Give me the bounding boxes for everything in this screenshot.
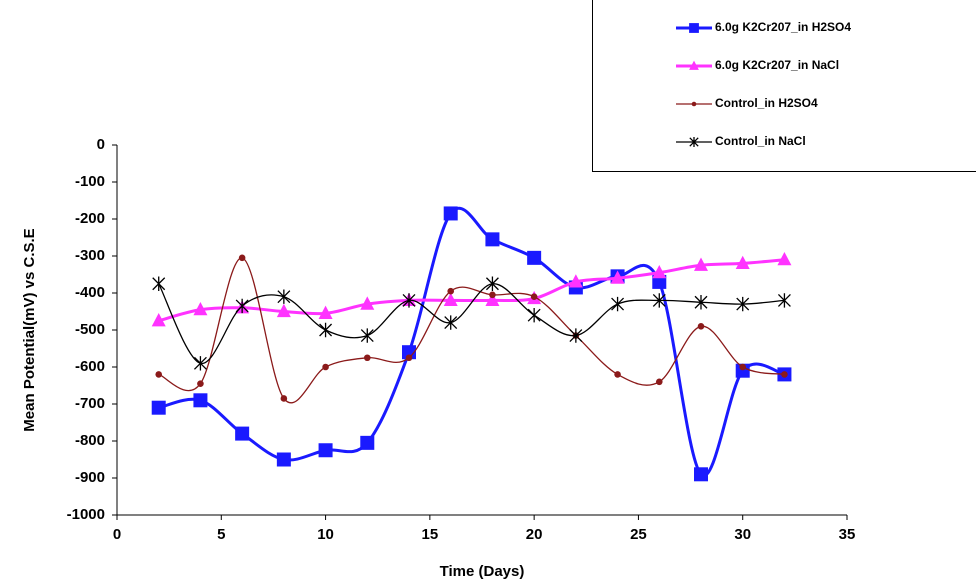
marker [151, 313, 166, 327]
marker [694, 467, 708, 482]
marker [568, 274, 583, 288]
marker [485, 232, 500, 247]
y-tick-label: -700 [75, 395, 105, 412]
marker [485, 292, 500, 306]
marker [363, 354, 371, 362]
y-axis-title: Mean Potential(mV) vs C.S.E [21, 228, 38, 431]
marker [280, 395, 288, 402]
marker [527, 250, 542, 265]
marker [736, 296, 750, 312]
marker [444, 315, 458, 330]
marker [151, 400, 166, 415]
marker [238, 254, 246, 262]
y-tick-label: -600 [75, 358, 105, 375]
marker [569, 328, 583, 343]
legend-label: Control_in H2SO4 [715, 96, 818, 110]
marker [777, 252, 792, 266]
marker [489, 291, 496, 299]
x-tick-label: 0 [113, 526, 121, 543]
x-tick-label: 35 [839, 526, 856, 543]
marker [155, 371, 163, 378]
marker [193, 356, 207, 371]
marker [402, 345, 416, 360]
marker [527, 308, 541, 323]
marker [691, 101, 697, 107]
x-tick-label: 30 [734, 526, 751, 543]
marker [611, 296, 625, 312]
legend-item: Control_in H2SO4 [676, 96, 818, 110]
marker [443, 292, 458, 306]
y-tick-label: -500 [75, 321, 105, 338]
series-line [158, 257, 785, 404]
marker [777, 293, 791, 308]
y-tick-label: -800 [75, 432, 105, 449]
marker [735, 363, 750, 378]
legend-label: Control_in NaCl [715, 134, 806, 148]
marker [739, 363, 747, 371]
marker [405, 354, 413, 362]
marker [277, 289, 291, 304]
marker [322, 363, 329, 371]
series-line [158, 283, 785, 364]
marker [235, 298, 249, 314]
marker [402, 293, 416, 308]
marker [781, 371, 788, 378]
marker [360, 328, 374, 343]
marker [697, 323, 705, 330]
marker [652, 293, 666, 308]
marker [152, 276, 166, 291]
marker [443, 206, 458, 221]
y-tick-label: 0 [97, 136, 105, 153]
marker [360, 435, 375, 450]
marker [610, 270, 625, 284]
marker [689, 60, 699, 70]
x-tick-label: 10 [317, 526, 334, 543]
marker [694, 295, 708, 310]
x-tick-label: 20 [526, 526, 543, 543]
marker [614, 371, 621, 378]
legend-item: Control_in NaCl [676, 134, 806, 148]
series-line [158, 258, 785, 323]
marker [193, 393, 208, 408]
y-tick-label: -200 [75, 210, 105, 227]
x-tick-label: 25 [630, 526, 647, 543]
legend-label: 6.0g K2Cr207_in H2SO4 [715, 20, 851, 34]
x-tick-label: 5 [217, 526, 225, 543]
y-tick-label: -300 [75, 247, 105, 264]
y-tick-label: -1000 [67, 506, 105, 523]
marker [318, 305, 333, 319]
marker [318, 443, 333, 458]
marker [276, 303, 291, 318]
x-axis-title: Time (Days) [440, 563, 525, 580]
x-tick-label: 15 [422, 526, 439, 543]
legend-label: 6.0g K2Cr207_in NaCl [715, 58, 839, 72]
marker [652, 264, 667, 279]
y-tick-label: -100 [75, 173, 105, 190]
legend-item: 6.0g K2Cr207_in H2SO4 [676, 20, 851, 34]
marker [689, 23, 699, 33]
series-line [158, 206, 785, 478]
marker [735, 255, 750, 269]
marker [193, 301, 208, 316]
marker [485, 276, 499, 291]
marker [447, 287, 455, 295]
marker [652, 274, 667, 289]
marker [197, 380, 204, 387]
marker [655, 378, 663, 386]
marker [235, 426, 250, 441]
marker [530, 293, 538, 301]
y-tick-label: -900 [75, 469, 105, 486]
marker [276, 452, 291, 467]
legend-frame [592, 0, 976, 172]
marker [360, 296, 375, 310]
marker [689, 136, 699, 148]
marker [694, 257, 708, 271]
marker [319, 322, 333, 338]
legend-item: 6.0g K2Cr207_in NaCl [676, 58, 839, 72]
y-tick-label: -400 [75, 284, 105, 301]
